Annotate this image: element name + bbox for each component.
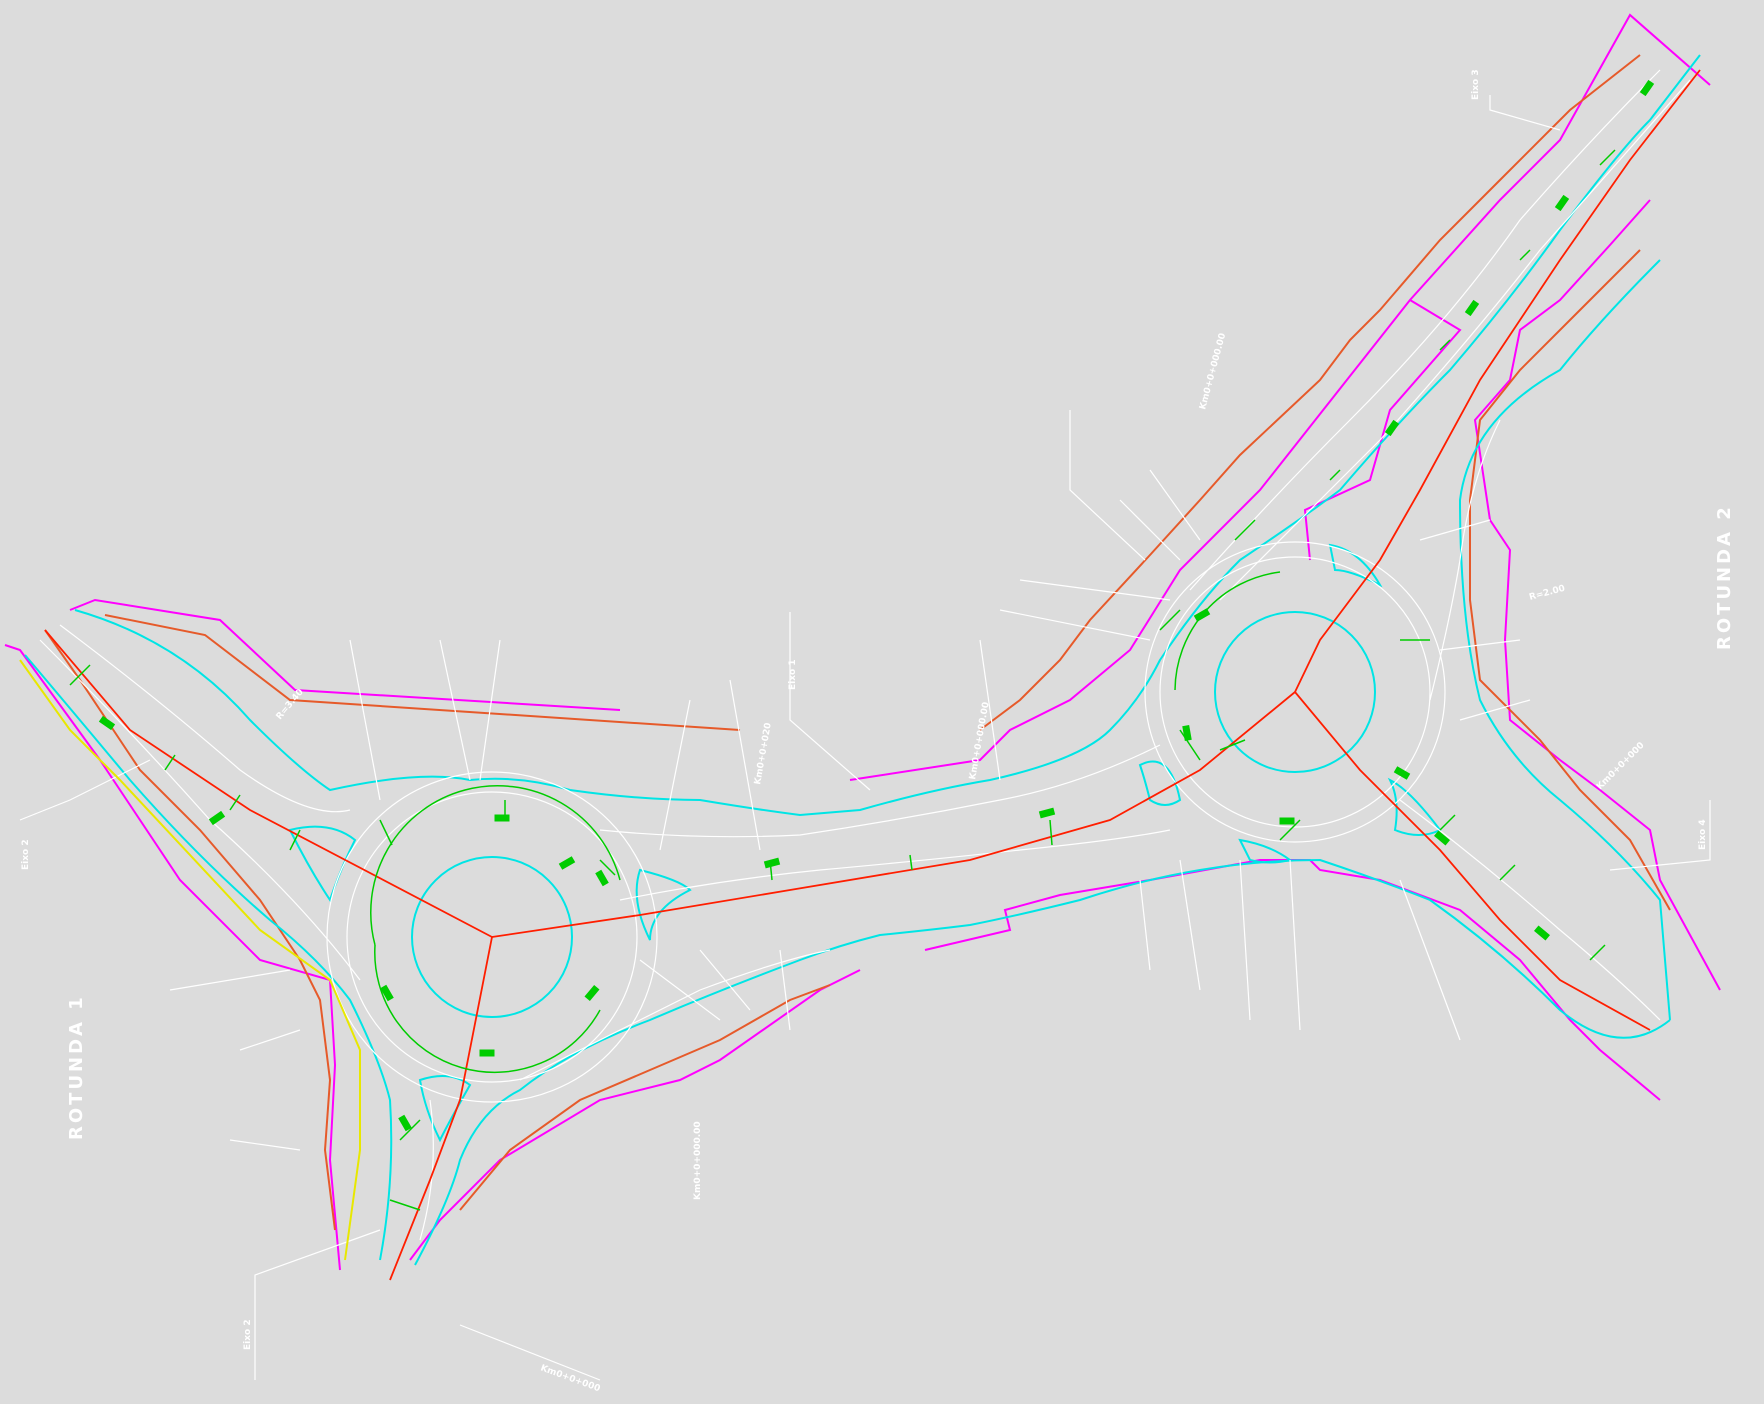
centerline-axes: [44, 69, 1701, 1281]
station-label-r1-north: Km0+0+020: [753, 722, 774, 786]
eixo-2-left-label: Eixo 2: [21, 839, 31, 870]
station-label-r2-east: Km0+0+000: [1595, 741, 1646, 792]
rotunda-1-central-island: [411, 856, 573, 1018]
road-edges: [24, 54, 1701, 1266]
lane-lines: [19, 69, 1711, 1381]
station-label-r2-north: Km0+0+000.00: [1198, 332, 1228, 411]
eixo-1-label: Eixo 1: [788, 659, 798, 690]
yellow-edge-line: [19, 659, 361, 1261]
station-label-mid: Km0+0+000.00: [968, 701, 992, 780]
station-label-r1-south: Km0+0+000.00: [693, 1121, 703, 1200]
green-markers: [69, 149, 1616, 1211]
rotunda-2-label: ROTUNDA 2: [1714, 504, 1735, 650]
property-boundary: [4, 13, 1721, 1271]
radius-label-2: R=2.00: [1528, 584, 1566, 603]
eixo-2-bottom-label: Eixo 2: [243, 1319, 253, 1350]
text-labels: ROTUNDA 1 ROTUNDA 2 Eixo 1 Eixo 2 Eixo 2…: [21, 69, 1735, 1394]
green-sign-symbols: [98, 79, 1655, 1132]
offset-lines: [44, 54, 1671, 1231]
eixo-4-label: Eixo 4: [1698, 819, 1708, 850]
eixo-3-label: Eixo 3: [1471, 69, 1481, 100]
rotunda-1-label: ROTUNDA 1: [66, 994, 87, 1140]
rotunda-2-central-island: [1214, 611, 1376, 773]
